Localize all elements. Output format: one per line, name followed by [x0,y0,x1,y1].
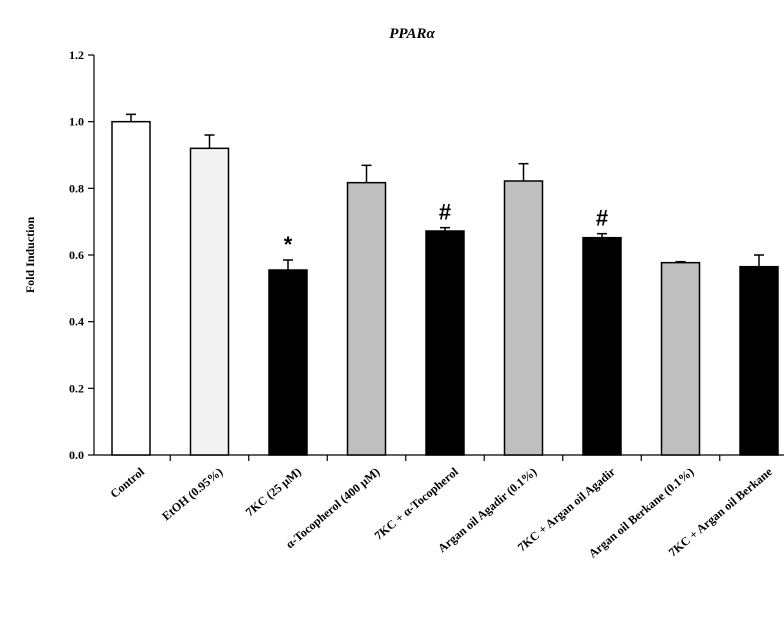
x-category-label: 7KC + α-Tocopherol [372,464,462,543]
y-tick-label: 1.0 [69,115,84,129]
bar [503,180,544,456]
y-tick-label: 0.6 [69,248,84,262]
significance-marker: # [439,200,451,225]
y-tick-label: 0.0 [69,448,84,462]
y-axis-label: Fold Induction [23,216,37,293]
x-tick-labels: Control EtOH (0.95%) 7KC (25 µM)α-Tocopher… [107,455,775,561]
annotations-group: * # # [284,200,608,257]
bar [425,230,465,456]
bars-group [111,120,779,456]
x-category-label: Control [107,464,147,501]
bar [111,120,151,456]
bar [660,261,701,456]
significance-marker: # [596,206,608,231]
y-ticks: 0.0 0.2 0.4 0.6 0.8 1.0 1.2 [69,48,94,462]
bar [189,147,230,456]
chart-title: PPARα [389,26,435,42]
bar [346,181,387,456]
error-bars-group [126,113,764,270]
significance-marker: * [284,232,293,257]
bar [739,265,779,456]
x-category-label: EtOH (0.95%) [159,465,225,524]
x-category-label: 7KC (25 µM) [243,465,304,520]
y-tick-label: 0.2 [69,381,84,395]
y-tick-label: 0.8 [69,181,84,195]
y-tick-label: 1.2 [69,48,84,62]
bar [268,269,308,456]
bar [582,236,622,456]
y-tick-label: 0.4 [69,315,84,329]
